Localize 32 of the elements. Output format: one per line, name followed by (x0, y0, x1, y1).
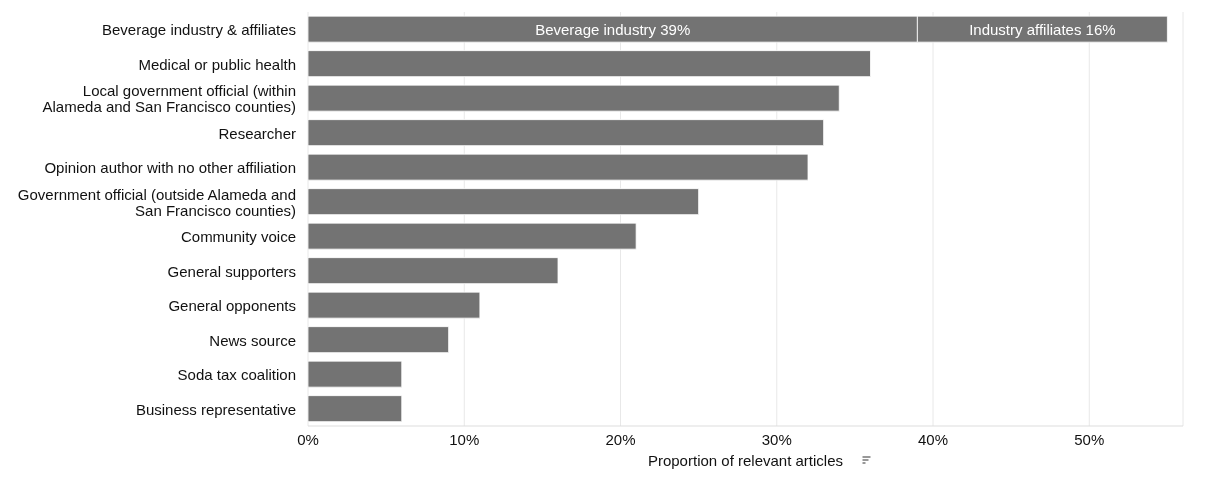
y-tick-label: General supporters (167, 262, 296, 280)
bar (308, 326, 450, 354)
y-tick-label: Government official (outside Alameda and San Francisco counties) (17, 185, 296, 219)
bar (308, 50, 871, 78)
y-tick-label: Community voice (180, 227, 296, 245)
y-tick-label: Soda tax coalition (177, 365, 296, 383)
y-tick-label: News source (209, 331, 296, 349)
bar (308, 188, 700, 216)
y-tick-label: Business representative (135, 400, 296, 418)
x-tick-label: 50% (1074, 430, 1105, 448)
x-tick-label: 20% (605, 430, 636, 448)
data-label: Beverage industry 39% (535, 20, 691, 38)
x-axis-title: Proportion of relevant articles (647, 451, 844, 469)
bar (308, 257, 559, 285)
y-tick-label: Opinion author with no other affiliation (44, 158, 296, 176)
bar (308, 395, 403, 423)
x-tick-label: 30% (761, 430, 792, 448)
x-tick-label: 0% (297, 430, 319, 448)
x-tick-label: 40% (917, 430, 949, 448)
bar (308, 291, 481, 319)
bar (308, 222, 637, 250)
bar (308, 153, 809, 181)
y-tick-label: Medical or public health (138, 55, 296, 73)
data-label: Industry affiliates 16% (969, 20, 1116, 38)
bar (308, 360, 403, 388)
bar (308, 119, 825, 147)
y-tick-label: General opponents (168, 296, 296, 314)
y-tick-label: Local government official (within Alameda and San Francisco counties) (42, 81, 296, 115)
y-tick-label: Beverage industry & affiliates (102, 20, 296, 38)
bar (308, 84, 840, 112)
x-tick-label: 10% (449, 430, 480, 448)
y-tick-label: Researcher (218, 124, 296, 142)
